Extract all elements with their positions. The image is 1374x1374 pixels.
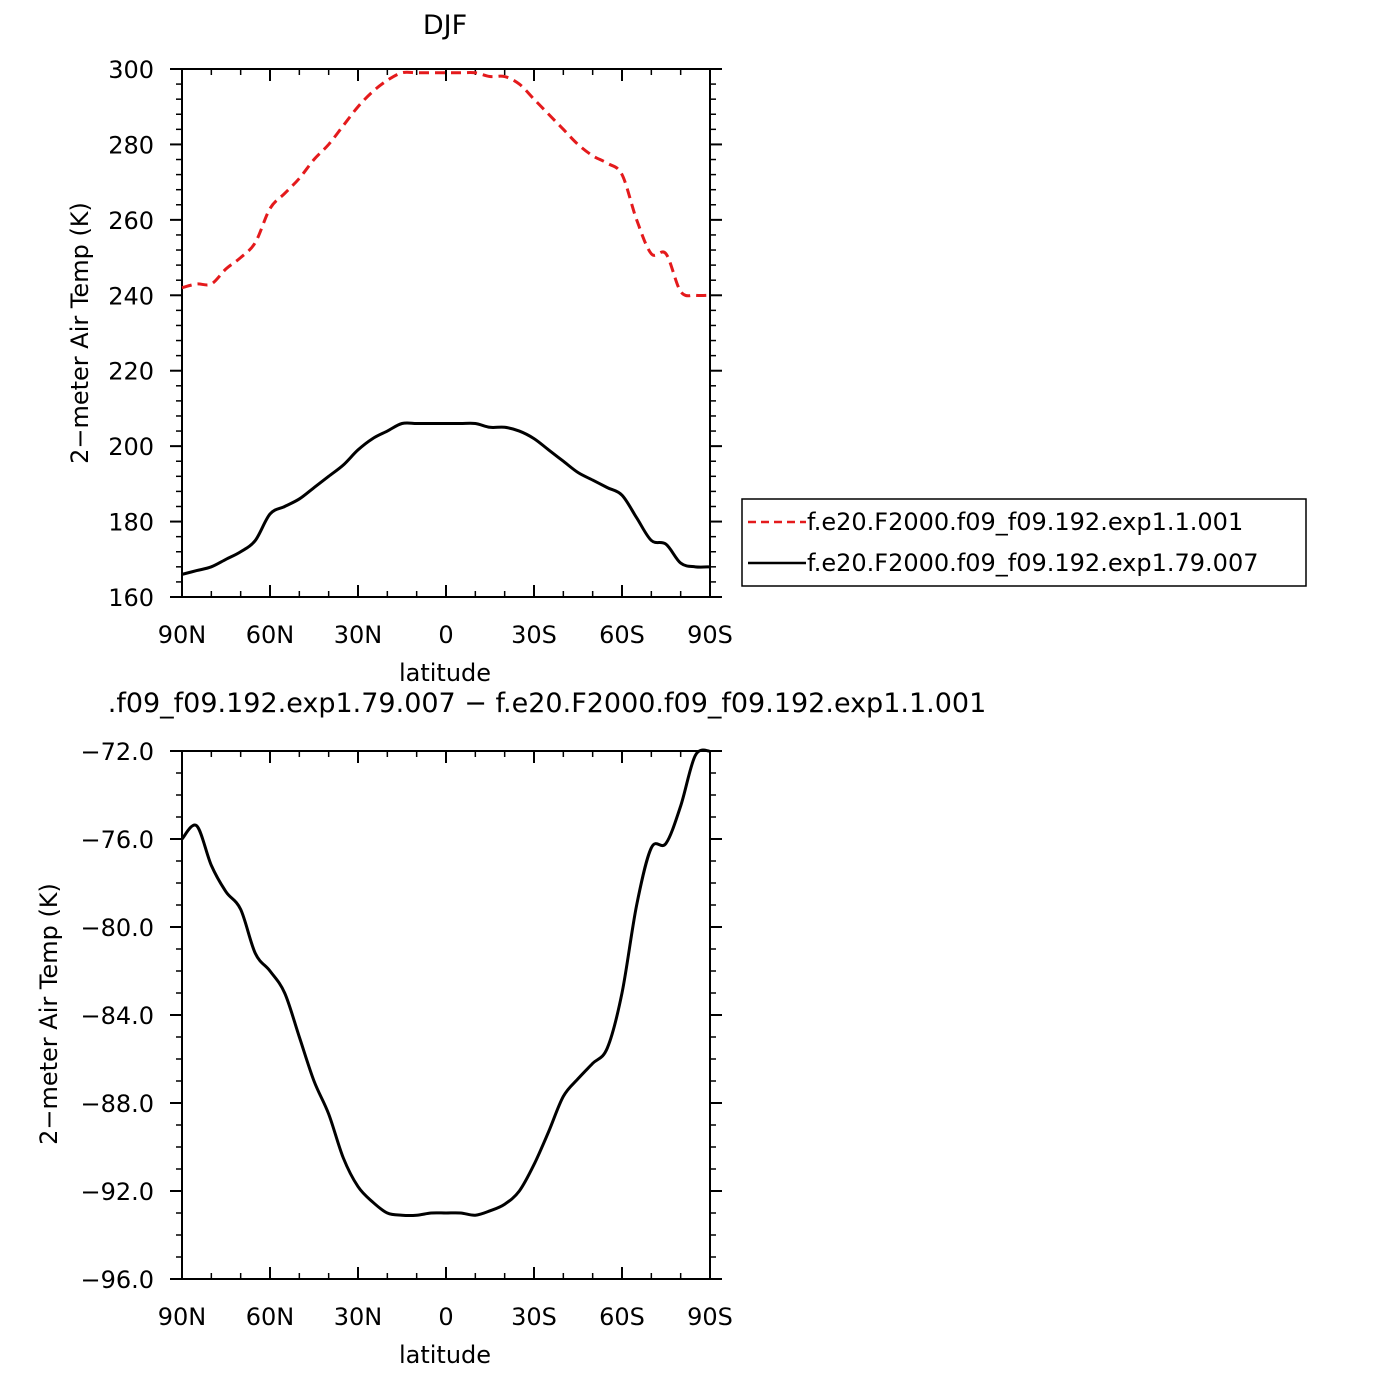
bottom-x-tick-label: 90S [687,1303,733,1331]
bottom-y-tick-label: −76.0 [80,826,154,854]
top-x-tick-label: 30S [511,621,557,649]
bottom-y-tick-label: −96.0 [80,1266,154,1294]
top-x-tick-label: 60N [246,621,295,649]
bottom-y-tick-label: −88.0 [80,1090,154,1118]
bottom-x-tick-label: 30S [511,1303,557,1331]
top-y-tick-label: 220 [108,358,154,386]
chart-top-title: DJF [423,10,467,41]
chart-top: DJF 2−meter Air Temp (K) latitude 90N 60N… [66,10,733,687]
top-x-tick-label: 60S [599,621,645,649]
chart-bottom: .f09_f09.192.exp1.79.007 − f.e20.F2000.f… [35,688,986,1369]
bottom-plot-frame [181,750,711,1280]
chart-bottom-title: .f09_f09.192.exp1.79.007 − f.e20.F2000.f… [108,688,987,719]
legend-box [741,498,1307,587]
bottom-x-tick-label: 90N [158,1303,207,1331]
top-x-tick-label: 30N [334,621,383,649]
chart-top-y-axis-label: 2−meter Air Temp (K) [66,202,94,464]
chart-top-x-axis-label: latitude [399,659,491,687]
top-x-tick-label: 90S [687,621,733,649]
top-plot-frame [181,68,711,598]
top-y-tick-label: 260 [108,207,154,235]
bottom-x-tick-label: 60S [599,1303,645,1331]
legend: f.e20.F2000.f09_f09.192.exp1.1.001 f.e20… [741,498,1307,587]
top-series-line-2 [181,421,711,576]
bottom-x-tick-label: 0 [438,1303,453,1331]
legend-entry-series-1: f.e20.F2000.f09_f09.192.exp1.1.001 [807,508,1243,536]
bottom-y-tick-label: −92.0 [80,1178,154,1206]
bottom-x-tick-label: 30N [334,1303,383,1331]
top-x-tick-label: 0 [438,621,453,649]
chart-bottom-x-axis-label: latitude [399,1341,491,1369]
top-y-tick-label: 300 [108,56,154,84]
top-y-tick-label: 240 [108,282,154,310]
bottom-y-tick-label: −84.0 [80,1002,154,1030]
bottom-y-tick-label: −72.0 [80,738,154,766]
bottom-series-line-1 [180,748,711,1217]
bottom-y-tick-label: −80.0 [80,914,154,942]
bottom-x-tick-label: 60N [246,1303,295,1331]
legend-entry-series-2: f.e20.F2000.f09_f09.192.exp1.79.007 [807,549,1258,577]
top-y-tick-label: 200 [108,433,154,461]
top-x-tick-label: 90N [158,621,207,649]
top-y-tick-label: 280 [108,131,154,159]
top-series-line-1 [181,70,711,298]
chart-bottom-y-axis-label: 2−meter Air Temp (K) [35,883,63,1145]
top-y-tick-label: 180 [108,509,154,537]
top-y-tick-label: 160 [108,584,154,612]
